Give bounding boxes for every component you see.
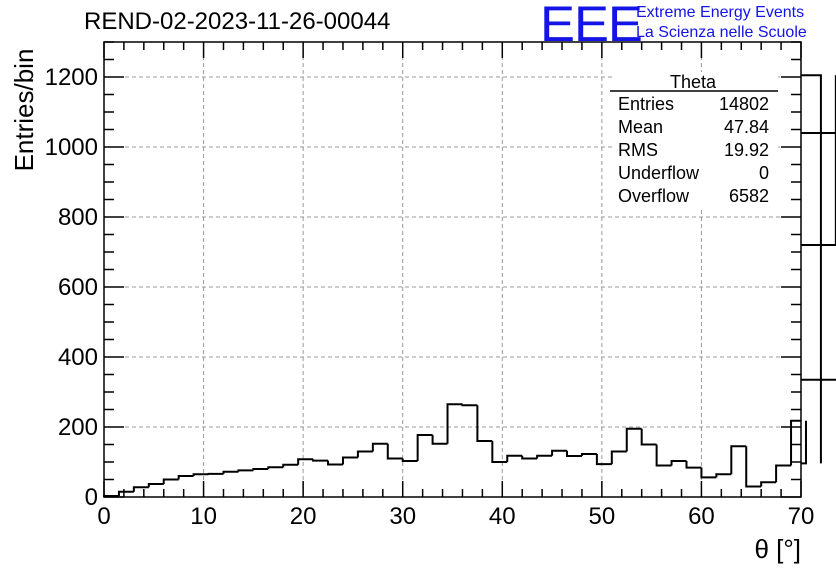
x-axis-title: θ [°] bbox=[754, 534, 801, 564]
histogram-bin bbox=[341, 456, 358, 465]
histogram-bin bbox=[790, 419, 801, 466]
stats-row-value: 47.84 bbox=[724, 117, 769, 137]
histogram-bin bbox=[580, 452, 597, 457]
eee-logo-line2: La Scienza nelle Scuole bbox=[636, 24, 807, 41]
histogram-bin bbox=[801, 74, 822, 464]
y-tick-label: 0 bbox=[85, 484, 98, 511]
histogram-bin bbox=[147, 483, 164, 488]
histogram-bin bbox=[491, 441, 508, 463]
grid-lines bbox=[104, 42, 801, 497]
histogram-bin bbox=[297, 458, 314, 465]
x-tick-label: 50 bbox=[589, 503, 616, 530]
histogram-bin bbox=[670, 459, 687, 466]
histogram-bin bbox=[356, 450, 373, 458]
histogram-bin bbox=[745, 446, 762, 488]
histogram-bin bbox=[730, 445, 747, 475]
histogram-bin bbox=[551, 449, 568, 456]
histogram-bin bbox=[610, 450, 627, 465]
histogram-bin bbox=[461, 404, 478, 407]
stats-row-value: 14802 bbox=[719, 94, 769, 114]
histogram-bin bbox=[595, 453, 612, 466]
histogram-bin bbox=[177, 475, 194, 480]
histogram-bin bbox=[640, 428, 657, 446]
stats-row-label: RMS bbox=[618, 140, 658, 160]
x-tick-label: 0 bbox=[97, 503, 110, 530]
histogram-bin bbox=[237, 469, 254, 472]
histogram-bin bbox=[401, 458, 418, 462]
histogram-bin bbox=[506, 454, 523, 462]
y-axis-title: Entries/bin bbox=[9, 49, 39, 172]
stats-row-value: 6582 bbox=[729, 186, 769, 206]
histogram-bin bbox=[312, 459, 329, 462]
histogram-bin bbox=[801, 75, 836, 246]
histogram-bin bbox=[162, 478, 179, 485]
histogram-bin bbox=[192, 473, 209, 476]
stats-box: Theta Entries 14802 Mean 47.84 RMS 19.92 Under… bbox=[610, 72, 778, 208]
histogram-bin bbox=[117, 490, 134, 496]
histogram-bin bbox=[446, 403, 463, 444]
histogram-bin bbox=[252, 468, 269, 471]
histogram-bin bbox=[416, 434, 433, 461]
axis-ticks bbox=[103, 41, 802, 498]
x-tick-label: 30 bbox=[389, 503, 416, 530]
y-tick-label: 1200 bbox=[45, 64, 98, 91]
histogram-bin bbox=[625, 427, 642, 452]
histogram-bin bbox=[132, 486, 149, 492]
x-tick-label: 10 bbox=[190, 503, 217, 530]
stats-row-value: 19.92 bbox=[724, 140, 769, 160]
x-tick-label: 70 bbox=[788, 503, 815, 530]
stats-rows: Entries 14802 Mean 47.84 RMS 19.92 Underflow 0 O… bbox=[618, 94, 769, 206]
stats-row-label: Entries bbox=[618, 94, 674, 114]
histogram-bin bbox=[760, 481, 777, 487]
x-tick-label: 40 bbox=[489, 503, 516, 530]
y-tick-label: 600 bbox=[58, 274, 98, 301]
histogram-bin bbox=[282, 463, 299, 468]
y-tick-label: 800 bbox=[58, 204, 98, 231]
histogram-bin bbox=[700, 467, 717, 479]
histogram-bin bbox=[476, 405, 493, 442]
histogram-bin bbox=[685, 460, 702, 469]
histogram-bin bbox=[775, 464, 792, 483]
x-tick-label: 60 bbox=[688, 503, 715, 530]
eee-logo-line1: Extreme Energy Events bbox=[636, 4, 805, 21]
histogram-bin bbox=[801, 378, 836, 381]
histogram-bin bbox=[222, 470, 239, 474]
histogram-bin bbox=[801, 132, 836, 134]
histogram-bin bbox=[521, 455, 538, 460]
histogram-bin bbox=[327, 460, 343, 466]
histogram-bin bbox=[801, 420, 807, 465]
y-tick-label: 1000 bbox=[45, 134, 98, 161]
stats-row-label: Mean bbox=[618, 117, 663, 137]
histogram-bin bbox=[715, 473, 732, 478]
x-tick-label: 20 bbox=[290, 503, 317, 530]
page-title: REND-02-2023-11-26-00044 bbox=[84, 8, 391, 35]
stats-box-title: Theta bbox=[670, 72, 717, 92]
histogram-bin bbox=[267, 466, 284, 469]
histogram-bin bbox=[431, 435, 448, 445]
y-tick-label: 400 bbox=[58, 344, 98, 371]
y-tick-label: 200 bbox=[58, 414, 98, 441]
histogram-bin bbox=[655, 444, 672, 467]
stats-row-label: Overflow bbox=[618, 186, 690, 206]
histogram-bin bbox=[536, 454, 553, 459]
histogram-bin bbox=[386, 443, 403, 460]
tick-labels: 0 10 20 30 40 50 60 70 0 200 400 600 800 1000 1200 bbox=[45, 64, 815, 530]
eee-logo-mark: EEE bbox=[540, 0, 643, 52]
stats-row-value: 0 bbox=[759, 163, 769, 183]
stats-box-background bbox=[612, 72, 778, 208]
histogram-bin bbox=[566, 450, 582, 458]
histogram-bin bbox=[371, 442, 388, 452]
stats-row-label: Underflow bbox=[618, 163, 700, 183]
eee-logo: EEE bbox=[540, 0, 643, 52]
